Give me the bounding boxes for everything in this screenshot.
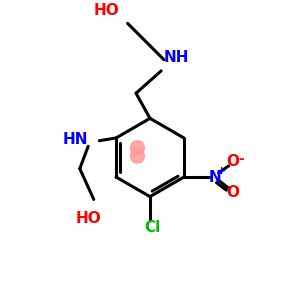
Text: HO: HO <box>94 3 119 18</box>
Text: O: O <box>226 185 239 200</box>
Text: N: N <box>208 169 221 184</box>
Text: +: + <box>217 167 226 176</box>
Text: HO: HO <box>75 211 101 226</box>
Text: O: O <box>226 154 239 169</box>
Text: Cl: Cl <box>145 220 161 236</box>
Circle shape <box>130 141 144 155</box>
Text: -: - <box>238 152 244 166</box>
Text: HN: HN <box>63 132 88 147</box>
Text: NH: NH <box>164 50 190 65</box>
Circle shape <box>130 149 144 163</box>
